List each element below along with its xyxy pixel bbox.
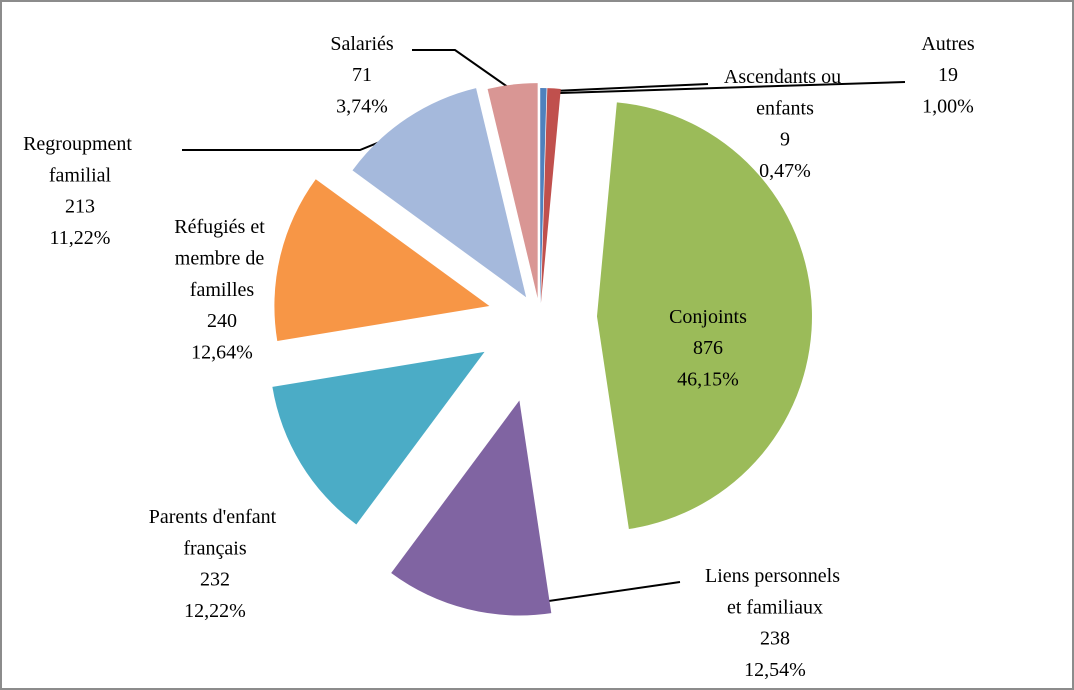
pie-slice (272, 351, 485, 525)
slice-label-line: Regroupment (23, 133, 137, 155)
leader-line (552, 83, 709, 92)
slice-label-line: Réfugiés et (174, 216, 270, 238)
leader-line (559, 81, 906, 94)
slice-label: Autres (921, 33, 975, 55)
slice-label-line: familial (49, 164, 112, 186)
slice-label-line: Ascendants ou (724, 66, 846, 88)
slice-percent: 46,15% (677, 369, 739, 391)
slice-label: Regroupment familial (23, 133, 137, 187)
slice-label-line: membre de (175, 247, 269, 269)
pie-slice (540, 88, 547, 304)
slice-percent: 1,00% (922, 96, 974, 118)
pie-slice (487, 83, 538, 299)
slice-label-line: et familiaux (727, 596, 823, 618)
slice-value: 238 (760, 628, 790, 650)
slice-label-line: Autres (921, 33, 975, 55)
slice-label-line: enfants (756, 97, 814, 119)
slice-value: 232 (200, 569, 230, 591)
slice-label-line: Liens personnels (705, 565, 845, 587)
slice-percent: 12,54% (744, 659, 806, 681)
slice-label-line: familles (190, 279, 255, 301)
pie-slice (274, 179, 490, 342)
leader-line (412, 49, 513, 91)
slice-percent: 12,64% (191, 342, 253, 364)
slice-value: 876 (693, 337, 723, 359)
slice-percent: 11,22% (50, 227, 111, 249)
slice-value: 213 (65, 196, 95, 218)
slice-label: Ascendants ou enfants (724, 66, 846, 120)
pie-slice (352, 88, 527, 298)
slice-percent: 3,74% (336, 96, 388, 118)
slice-label-line: Salariés (330, 33, 394, 55)
slice-value: 240 (207, 310, 237, 332)
slice-percent: 12,22% (184, 600, 246, 622)
slice-label: Salariés (330, 33, 394, 55)
slice-label: Liens personnels et familiaux (705, 565, 845, 619)
slice-label: Parents d'enfant français (149, 506, 281, 560)
pie-slice (391, 400, 552, 616)
slice-label: Réfugiés et membre de familles (174, 216, 270, 301)
pie-slice (540, 88, 561, 304)
slice-label-line: Parents d'enfant (149, 506, 281, 528)
slice-value: 71 (352, 64, 372, 86)
slice-label: Conjoints (669, 306, 747, 328)
slice-value: 19 (938, 64, 958, 86)
pie-slice (596, 102, 812, 530)
slice-label-line: Conjoints (669, 306, 747, 328)
slice-value: 9 (780, 129, 790, 151)
slice-label-line: français (183, 537, 247, 559)
slice-percent: 0,47% (759, 160, 811, 182)
